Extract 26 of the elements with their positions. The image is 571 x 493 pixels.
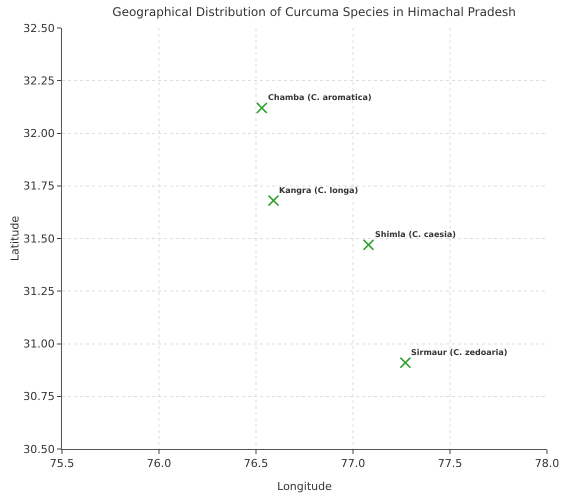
point <box>400 356 412 368</box>
x-tick-label: 76.0 <box>146 457 172 470</box>
chart-title: Geographical Distribution of Curcuma Species in Himachal Pradesh <box>112 4 516 19</box>
y-tick-label: 31.75 <box>23 180 55 193</box>
x-tick-label: 77.0 <box>340 457 366 470</box>
point <box>362 239 374 251</box>
annotation: Kangra (C. longa) <box>279 186 358 195</box>
y-tick-label: 31.25 <box>23 284 55 298</box>
annotation: Shimla (C. caesia) <box>375 230 456 239</box>
y-tick-label: 32.50 <box>23 22 55 35</box>
point <box>268 194 280 206</box>
annotation: Sirmaur (C. zedoaria) <box>411 348 508 357</box>
x-tick-label: 77.5 <box>438 457 462 470</box>
x-tick-label: 78.0 <box>534 457 560 470</box>
y-tick-label: 31.50 <box>23 232 55 246</box>
x-tick-label: 76.5 <box>244 457 268 470</box>
y-tick-label: 31.00 <box>23 338 55 351</box>
x-tick-label: 75.5 <box>50 457 74 470</box>
y-tick-label: 32.25 <box>23 74 55 88</box>
y-tick-label: 30.75 <box>23 390 55 404</box>
y-axis-title: Latitude <box>8 216 22 262</box>
annotation: Chamba (C. aromatica) <box>268 93 372 102</box>
y-tick-label: 32.00 <box>23 127 55 140</box>
point <box>256 102 268 114</box>
y-tick-label: 30.50 <box>23 442 55 456</box>
x-axis-title: Longitude <box>277 480 332 493</box>
